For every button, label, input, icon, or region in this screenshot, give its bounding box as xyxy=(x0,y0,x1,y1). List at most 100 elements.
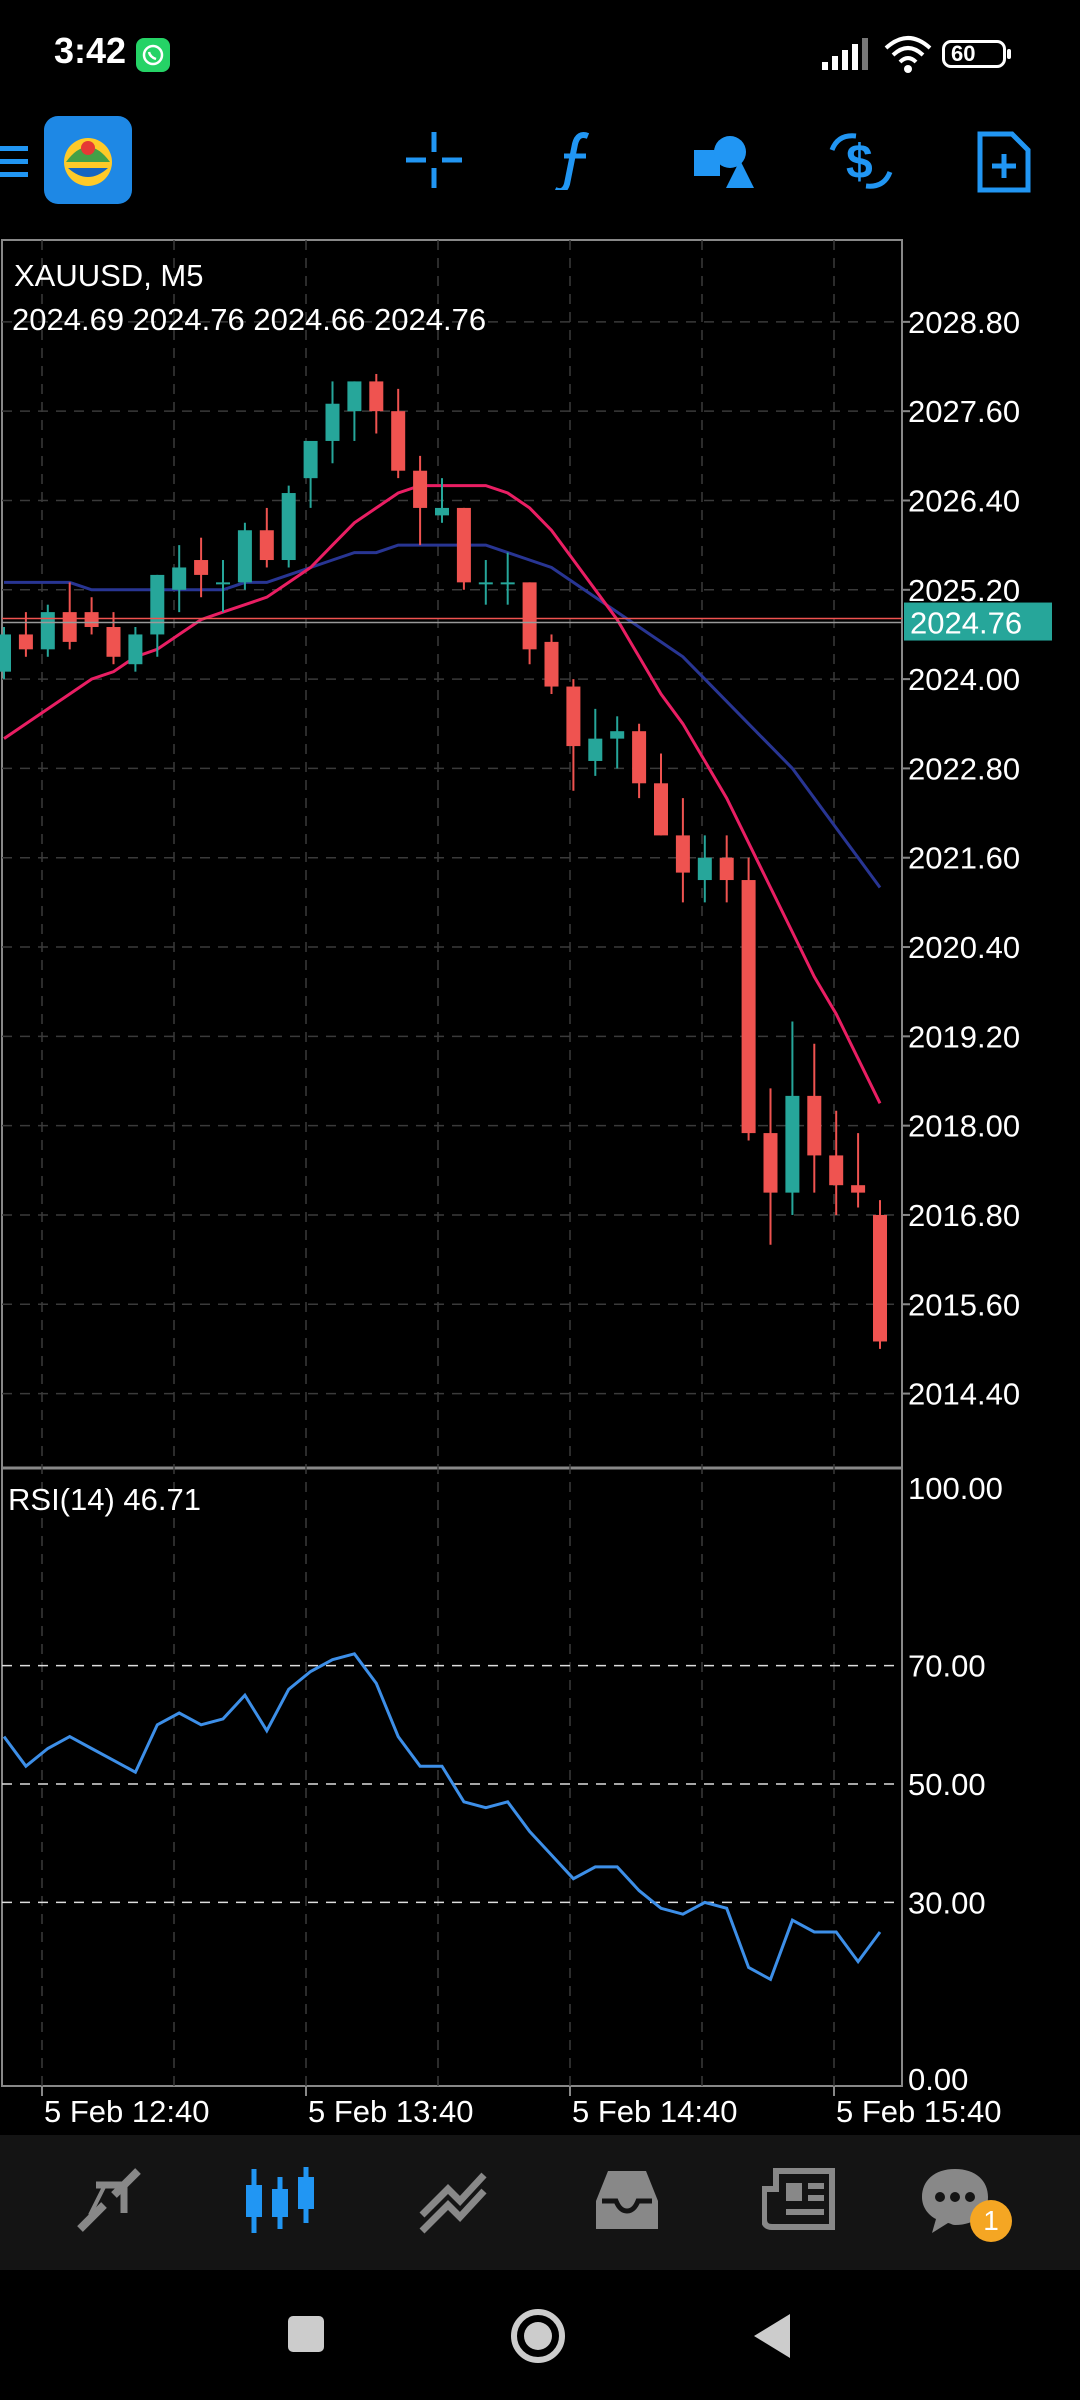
candle xyxy=(873,1200,887,1349)
menu-icon[interactable] xyxy=(0,140,30,184)
time-tick-label: 5 Feb 12:40 xyxy=(44,2094,209,2129)
candle xyxy=(829,1110,844,1215)
candle xyxy=(40,604,55,657)
price-tick-label: 2019.20 xyxy=(908,1019,1020,1054)
price-tick-label: 2014.40 xyxy=(908,1377,1020,1412)
home-button[interactable] xyxy=(510,2308,566,2364)
candle-body xyxy=(741,880,756,1134)
ohlc-values: 2024.69 2024.76 2024.66 2024.76 xyxy=(12,302,486,337)
price-tick-label: 2022.80 xyxy=(908,751,1020,786)
ma-slow-line xyxy=(4,543,882,889)
rsi-tick-label: 50.00 xyxy=(908,1767,986,1802)
candle-body xyxy=(544,641,559,687)
candle-body xyxy=(194,560,209,575)
candle-body xyxy=(172,567,187,590)
candle-body xyxy=(369,381,384,412)
candle-body xyxy=(829,1155,844,1186)
price-chart[interactable]: 2028.80 2027.60 2026.40 2025.20 2024.00 2022.… xyxy=(0,238,1080,2138)
chart-frame xyxy=(1,239,903,2087)
candle xyxy=(478,560,493,605)
candle xyxy=(303,440,318,508)
candle-body xyxy=(150,574,165,635)
price-tick-label: 2028.80 xyxy=(908,305,1020,340)
price-tick-label: 2025.20 xyxy=(908,573,1020,608)
candle-body xyxy=(303,440,318,479)
status-bar: 3:42 60 xyxy=(0,0,1080,110)
status-time: 3:42 xyxy=(54,30,127,71)
price-tick-label: 2027.60 xyxy=(908,394,1020,429)
candle xyxy=(500,552,515,605)
symbol-title: XAUUSD, M5 xyxy=(14,258,203,293)
candle-body xyxy=(237,530,252,583)
back-button[interactable] xyxy=(750,2312,792,2360)
whatsapp-notification-icon xyxy=(136,38,170,72)
candle xyxy=(588,708,603,776)
candle xyxy=(807,1043,822,1193)
candle xyxy=(62,582,77,650)
candle-body xyxy=(610,731,625,739)
price-tick-label: 2024.00 xyxy=(908,662,1020,697)
objects-icon[interactable] xyxy=(692,130,756,190)
candle-body xyxy=(566,686,581,747)
rsi-tick-label: 100.00 xyxy=(908,1471,1003,1506)
recents-button[interactable] xyxy=(286,2314,326,2354)
candle-body xyxy=(785,1095,800,1193)
bottom-tab-bar xyxy=(0,2135,1080,2270)
trade-icon[interactable]: $ xyxy=(826,130,896,192)
time-tick-label: 5 Feb 13:40 xyxy=(308,2094,473,2129)
candle xyxy=(172,545,187,613)
candle-body xyxy=(851,1185,866,1193)
rsi-line xyxy=(2,1652,882,1982)
trade-tab-icon[interactable] xyxy=(418,2165,488,2235)
history-tab-icon[interactable] xyxy=(592,2165,662,2235)
candle xyxy=(281,485,296,568)
candle xyxy=(851,1133,866,1208)
chart-tab-icon[interactable] xyxy=(244,2165,316,2237)
candle xyxy=(413,455,428,546)
candle xyxy=(544,634,559,694)
candle-body xyxy=(259,530,274,561)
candle xyxy=(0,627,11,680)
candle-body xyxy=(654,783,668,836)
candle xyxy=(84,597,99,635)
candle-body xyxy=(391,411,406,471)
new-order-icon[interactable] xyxy=(976,130,1032,194)
candle xyxy=(128,627,143,672)
current-price-tag xyxy=(904,602,1052,641)
candle xyxy=(435,478,449,523)
rsi-tick-label: 70.00 xyxy=(908,1649,986,1684)
candle-body xyxy=(719,857,734,881)
news-tab-icon[interactable] xyxy=(762,2165,836,2235)
candle xyxy=(632,723,647,799)
candle-body xyxy=(435,507,449,516)
price-tick-label: 2026.40 xyxy=(908,483,1020,518)
candle xyxy=(216,560,230,613)
candle-body xyxy=(807,1095,822,1156)
candle-body xyxy=(281,493,296,561)
candle-body xyxy=(84,612,99,628)
candle-body xyxy=(763,1133,778,1193)
candle-body xyxy=(325,403,340,441)
candle xyxy=(610,716,625,769)
metatrader-logo[interactable] xyxy=(44,116,132,204)
candle xyxy=(697,835,712,903)
chart-area[interactable]: 2028.80 2027.60 2026.40 2025.20 2024.00 2022.… xyxy=(0,238,1080,2138)
messages-badge: 1 xyxy=(970,2200,1012,2242)
crosshair-icon[interactable] xyxy=(404,130,464,190)
price-tick-label: 2021.60 xyxy=(908,841,1020,876)
battery-icon: 60 xyxy=(942,40,1011,68)
candle xyxy=(654,753,668,836)
quotes-tab-icon[interactable] xyxy=(74,2165,144,2235)
candle-body xyxy=(588,738,603,761)
candle xyxy=(237,522,252,590)
candle-body xyxy=(106,627,121,657)
time-tick-label: 5 Feb 15:40 xyxy=(836,2094,1001,2129)
wifi-icon xyxy=(884,36,932,73)
candle xyxy=(347,381,362,441)
rsi-tick-label: 30.00 xyxy=(908,1885,986,1920)
price-tick-label: 2020.40 xyxy=(908,930,1020,965)
indicators-icon[interactable] xyxy=(548,130,608,190)
svg-text:$: $ xyxy=(846,136,873,189)
time-axis: 5 Feb 12:40 5 Feb 13:40 5 Feb 14:40 5 Feb 1… xyxy=(41,2086,1001,2129)
candles xyxy=(0,373,887,1349)
